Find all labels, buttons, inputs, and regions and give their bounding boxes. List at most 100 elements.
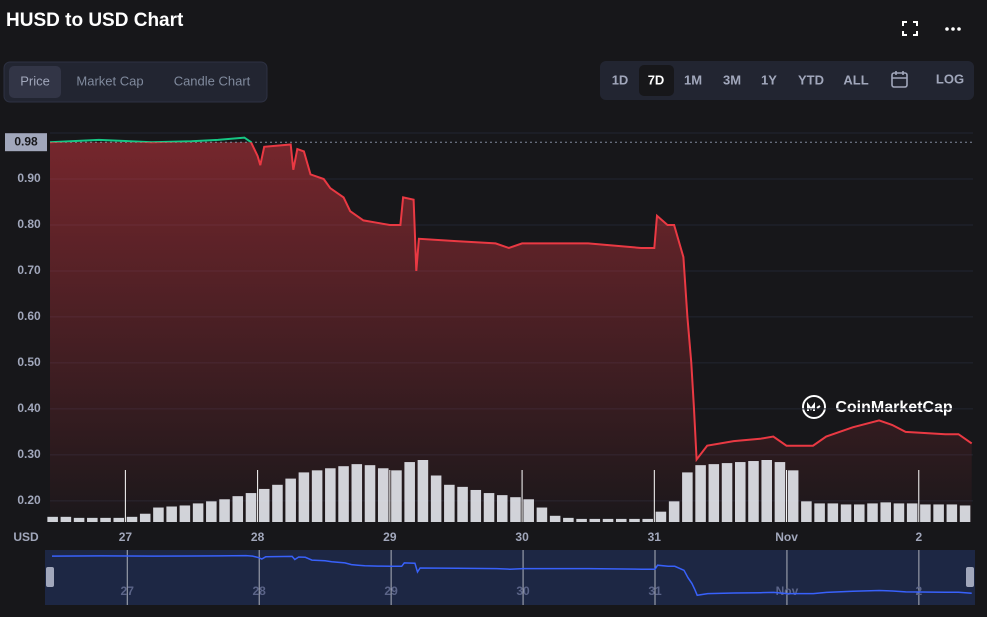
tab[interactable]: Price (20, 73, 50, 88)
volume-bar (325, 468, 336, 522)
volume-bar (536, 507, 548, 522)
fullscreen-icon[interactable] (902, 21, 918, 36)
volume-bar (73, 517, 85, 522)
tab-active (9, 66, 61, 98)
volume-bar (192, 503, 204, 522)
title: HUSD to USD Chart (6, 10, 184, 31)
navigator (45, 550, 975, 605)
volume-bar (100, 517, 111, 522)
range-button[interactable]: 1M (684, 72, 702, 87)
range-button[interactable]: 7D (648, 72, 665, 87)
volume-bar (179, 505, 191, 522)
volume-bar (615, 518, 627, 522)
x-tick-label: 31 (648, 530, 662, 544)
volume-bar (721, 463, 733, 522)
volume-bar (139, 513, 151, 522)
y-tick-label: 0.30 (17, 447, 41, 461)
volume-bar (377, 468, 389, 522)
x-tick-label: 30 (515, 530, 529, 544)
y-tick-label: 0.80 (17, 217, 41, 231)
calendar-icon[interactable] (891, 71, 908, 88)
volume-bar (668, 501, 680, 522)
tab[interactable]: Candle Chart (174, 73, 251, 88)
volume-bar (867, 503, 878, 522)
volume-bar (523, 499, 534, 522)
volume-bar (470, 489, 482, 522)
volume-bar (695, 465, 706, 522)
y-tick-label: 0.40 (17, 401, 41, 415)
volume-bar (219, 499, 230, 522)
volume-bar (510, 497, 521, 522)
baseline-badge (5, 133, 47, 152)
volume-bar (814, 503, 825, 522)
volume-bar (748, 461, 759, 522)
baseline-label: 0.98 (14, 134, 38, 148)
volume-bar (563, 517, 574, 522)
volume-bar (391, 470, 402, 522)
volume-bar (272, 484, 283, 522)
volume-bar (642, 518, 653, 522)
more-icon[interactable] (945, 27, 961, 31)
volume-bar (311, 470, 323, 522)
volume-bar (840, 504, 852, 522)
range-button[interactable]: YTD (798, 72, 824, 87)
y-tick-label: 0.90 (17, 171, 41, 185)
volume-bar (708, 464, 720, 522)
volume-bar (655, 511, 667, 522)
volume-bar (285, 478, 296, 522)
watermark-logo (802, 395, 826, 419)
price-area (50, 142, 972, 522)
volume-bar (854, 504, 865, 522)
range-button[interactable]: ALL (843, 72, 868, 87)
volume-bar (682, 472, 693, 522)
log-button[interactable]: LOG (936, 71, 964, 86)
y-tick-label: 0.60 (17, 309, 41, 323)
x-tick-label: 27 (119, 530, 133, 544)
range-button[interactable]: 1D (612, 72, 629, 87)
volume-bar (576, 518, 587, 522)
volume-bar (761, 460, 772, 522)
navigator-handle[interactable] (966, 567, 974, 587)
volume-bar (457, 486, 468, 522)
x-tick-label: Nov (775, 530, 798, 544)
currency-label: USD (13, 530, 39, 544)
volume-bar (338, 466, 349, 522)
navigator-tick-label: 30 (516, 584, 530, 598)
volume-bar (113, 517, 125, 522)
volume-bar (430, 475, 442, 522)
volume-bar (47, 516, 58, 522)
navigator-tick-label: 2 (916, 584, 923, 598)
navigator-tick-label: Nov (776, 584, 799, 598)
volume-bar (946, 504, 958, 522)
y-tick-label: 0.20 (17, 493, 41, 507)
range-button[interactable]: 1Y (761, 72, 777, 87)
volume-bar (589, 518, 601, 522)
navigator-line (51, 554, 972, 597)
x-tick-label: 2 (915, 530, 922, 544)
x-tick-label: 28 (251, 530, 265, 544)
volume-bar (444, 484, 455, 522)
range-active (639, 65, 674, 96)
range-group (600, 61, 974, 100)
volume-bar (166, 506, 177, 522)
navigator-tick-label: 31 (648, 584, 662, 598)
navigator-tick-label: 29 (384, 584, 398, 598)
volume-bar (404, 462, 415, 522)
volume-bar (206, 501, 217, 522)
volume-bar (245, 493, 257, 522)
volume-bar (153, 507, 164, 522)
volume-bar (734, 462, 746, 522)
volume-bar (933, 504, 944, 522)
volume-bar (258, 488, 270, 522)
range-button[interactable]: 3M (723, 72, 741, 87)
tab-group (3, 61, 268, 103)
volume-bar (351, 464, 363, 522)
tab[interactable]: Market Cap (76, 73, 143, 88)
volume-bar (483, 493, 495, 522)
volume-bar (906, 503, 918, 522)
volume-bar (496, 495, 508, 522)
volume-bar (629, 518, 640, 522)
navigator-tick-label: 27 (121, 584, 135, 598)
volume-bar (364, 465, 376, 522)
navigator-handle[interactable] (46, 567, 54, 587)
